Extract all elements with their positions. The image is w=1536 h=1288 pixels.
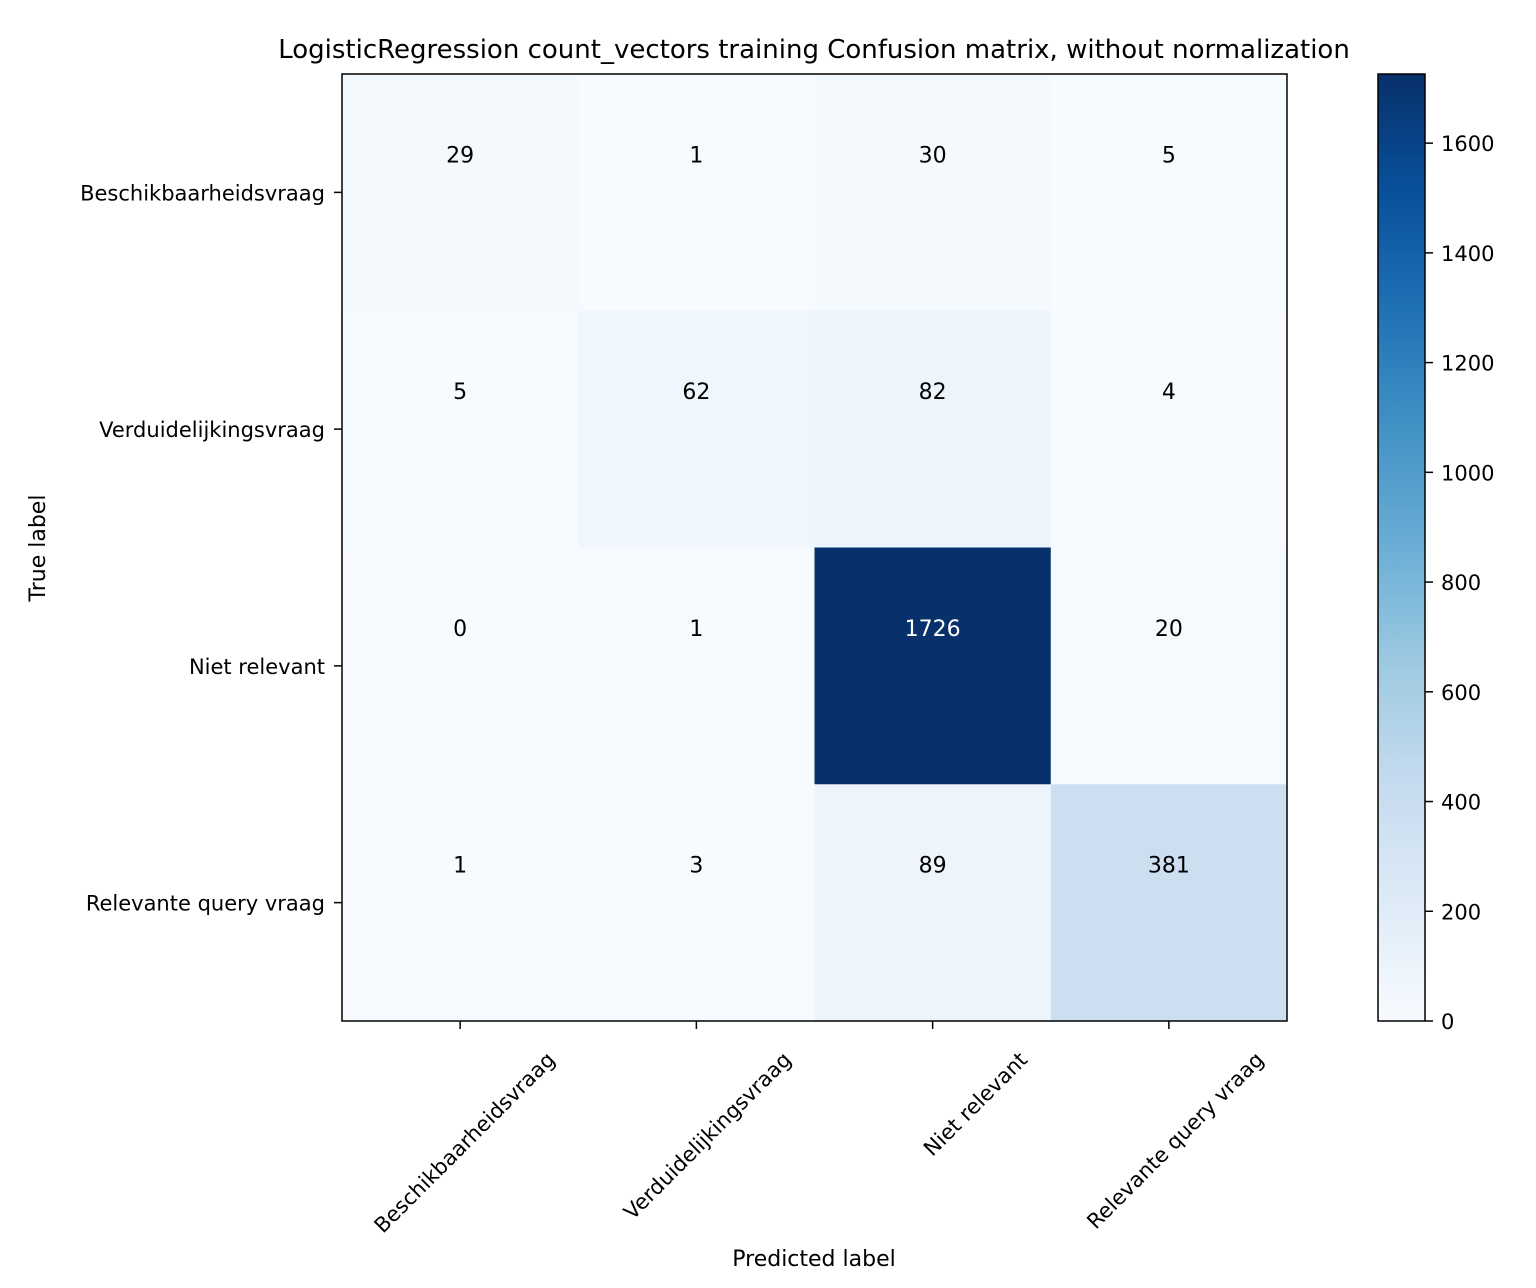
cell-value-label: 381 <box>1148 854 1190 879</box>
colorbar-tick-label: 1200 <box>1441 352 1494 376</box>
heatmap-cell <box>578 547 815 785</box>
cell-value-label: 5 <box>453 380 467 405</box>
colorbar-tick-label: 200 <box>1441 900 1481 924</box>
heatmap-cell <box>342 74 579 312</box>
cell-value-label: 89 <box>919 854 947 879</box>
colorbar <box>1377 73 1426 1022</box>
heatmap-cells: 29 1 30 5 5 62 82 4 0 1 1726 20 1 3 89 381 <box>342 74 1288 1022</box>
y-axis-label: True label <box>26 495 51 603</box>
x-tick-label: Niet relevant <box>919 1048 1032 1161</box>
cell-value-label: 1 <box>689 143 703 168</box>
x-axis-label: Predicted label <box>732 1247 895 1272</box>
heatmap-cell <box>1050 310 1288 548</box>
chart-title: LogisticRegression count_vectors trainin… <box>278 35 1350 65</box>
y-axis-ticks: Beschikbaarheidsvraag Verduidelijkingsvra… <box>80 181 342 916</box>
x-tick-label: Verduidelijkingsvraag <box>619 1048 796 1225</box>
colorbar-tick-label: 1000 <box>1441 461 1494 485</box>
colorbar-tick-label: 800 <box>1441 571 1481 595</box>
x-axis-ticks: Beschikbaarheidsvraag Verduidelijkingsvra… <box>370 1021 1268 1238</box>
heatmap-cell <box>1050 74 1288 312</box>
cell-value-label: 1 <box>689 617 703 642</box>
cell-value-label: 82 <box>919 380 947 405</box>
heatmap-cell <box>814 784 1052 1022</box>
heatmap-cell <box>1050 547 1288 785</box>
cell-value-label: 5 <box>1162 143 1176 168</box>
colorbar-tick-label: 1400 <box>1441 242 1494 266</box>
cell-value-label: 4 <box>1162 380 1176 405</box>
heatmap-cell <box>814 74 1052 312</box>
x-tick-label: Beschikbaarheidsvraag <box>370 1048 560 1238</box>
heatmap-cell <box>342 784 579 1022</box>
cell-value-label: 1726 <box>905 617 961 642</box>
colorbar-tick-label: 400 <box>1441 791 1481 815</box>
x-tick-label: Relevante query vraag <box>1082 1048 1268 1234</box>
y-tick-label: Beschikbaarheidsvraag <box>80 181 325 205</box>
heatmap-cell <box>1050 784 1288 1022</box>
heatmap-cell <box>578 310 815 548</box>
heatmap-cell <box>814 310 1052 548</box>
colorbar-tick-label: 1600 <box>1441 132 1494 156</box>
cell-value-label: 20 <box>1155 617 1183 642</box>
y-tick-label: Relevante query vraag <box>86 892 325 916</box>
heatmap-cell <box>578 74 815 312</box>
heatmap-cell <box>814 547 1052 785</box>
cell-value-label: 29 <box>446 143 474 168</box>
colorbar-tick-label: 600 <box>1441 681 1481 705</box>
y-tick-label: Niet relevant <box>189 655 325 679</box>
heatmap-cell <box>578 784 815 1022</box>
heatmap-cell <box>342 310 579 548</box>
heatmap-cell <box>342 547 579 785</box>
plot-frame <box>341 73 1288 1022</box>
cell-value-label: 30 <box>919 143 947 168</box>
cell-value-label: 0 <box>453 617 467 642</box>
colorbar-ticks: 0 200 400 600 800 1000 1200 1400 1600 <box>1425 132 1494 1034</box>
cell-value-label: 1 <box>453 854 467 879</box>
cell-value-label: 3 <box>689 854 703 879</box>
colorbar-tick-label: 0 <box>1441 1010 1454 1034</box>
y-tick-label: Verduidelijkingsvraag <box>99 418 325 442</box>
cell-value-label: 62 <box>682 380 710 405</box>
